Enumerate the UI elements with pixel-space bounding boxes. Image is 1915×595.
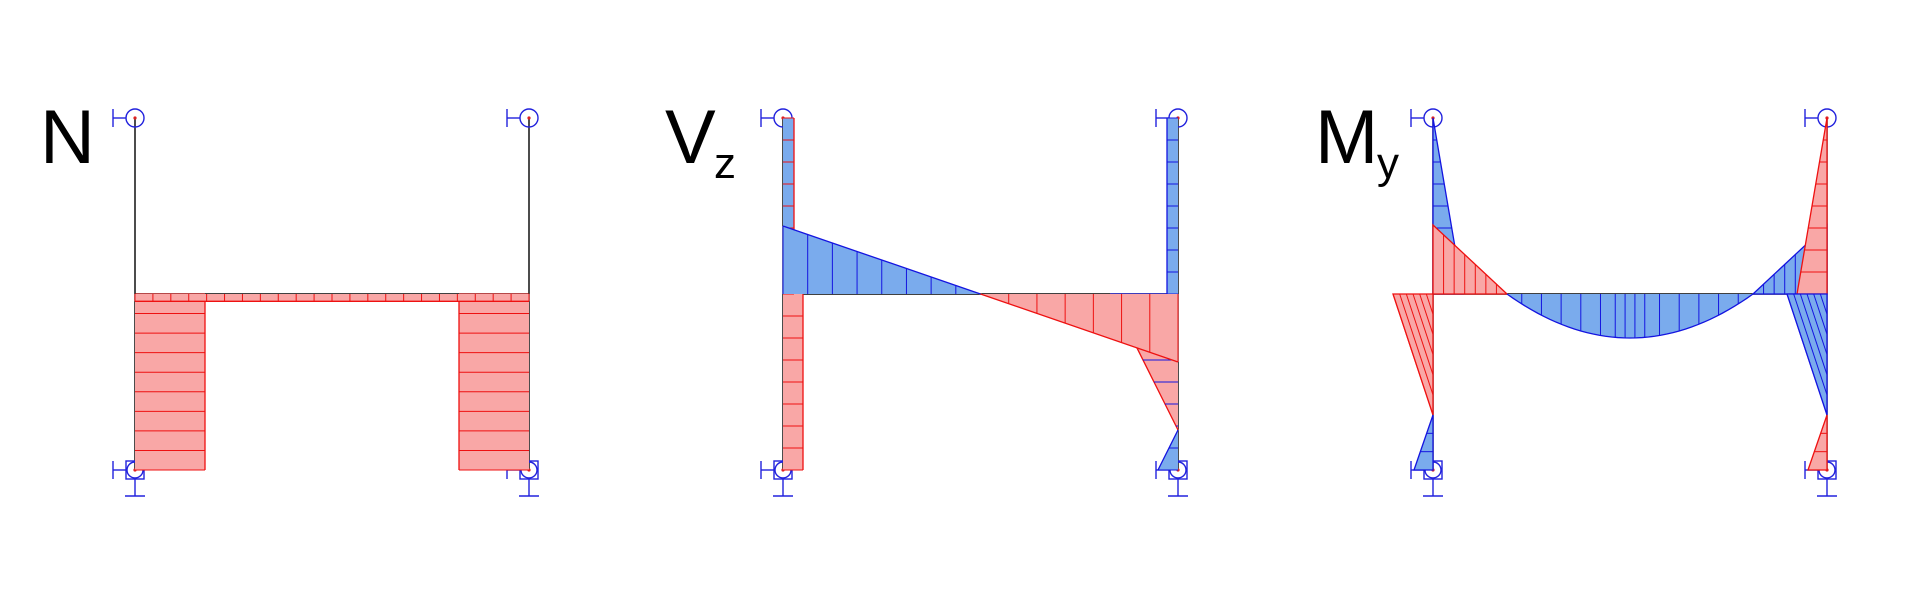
svg-text:y: y <box>1377 139 1399 188</box>
svg-text:V: V <box>665 95 716 180</box>
svg-text:z: z <box>714 139 736 188</box>
svg-text:M: M <box>1315 95 1378 180</box>
svg-text:N: N <box>40 95 95 180</box>
